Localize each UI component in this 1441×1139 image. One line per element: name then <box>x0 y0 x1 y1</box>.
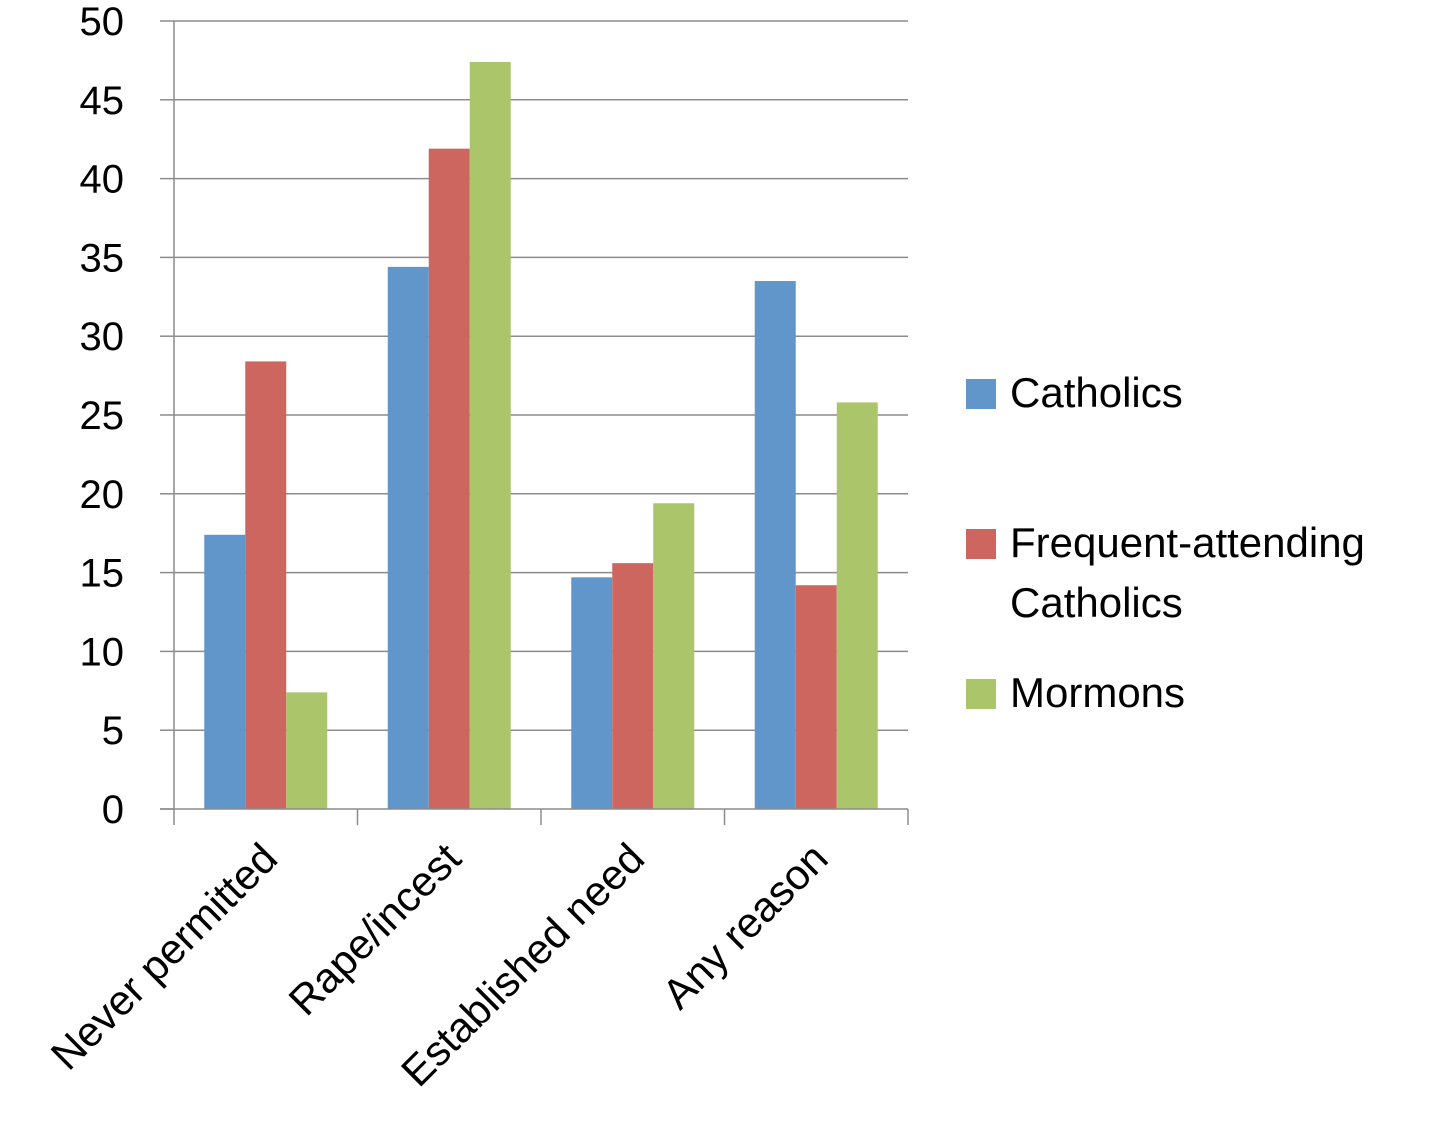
y-tick-label: 15 <box>80 552 125 596</box>
bar-frequent-attending-catholics-2 <box>612 563 654 809</box>
bar-frequent-attending-catholics-1 <box>428 148 470 809</box>
bar-mormons-3 <box>836 402 878 809</box>
y-tick-label: 5 <box>102 709 124 753</box>
legend-swatch-mormons <box>966 679 996 709</box>
y-tick-label: 25 <box>80 394 125 438</box>
y-tick-label: 35 <box>80 236 125 280</box>
x-tick-label: Never permitted <box>42 834 287 1079</box>
x-tick-label: Rape/incest <box>280 834 470 1024</box>
axes <box>160 20 909 825</box>
legend-item-mormons: Mormons <box>966 663 1185 723</box>
legend-item-frequent-attending-catholics: Frequent-attending Catholics <box>966 513 1441 633</box>
bar-mormons-1 <box>469 61 511 809</box>
bar-catholics-2 <box>571 577 613 809</box>
bar-mormons-2 <box>653 503 695 809</box>
legend-label: Catholics <box>1010 369 1183 416</box>
y-tick-label: 50 <box>80 0 125 44</box>
x-tick-label: Any reason <box>653 834 836 1017</box>
bar-catholics-0 <box>204 534 246 809</box>
legend-swatch-catholics <box>966 379 996 409</box>
bar-catholics-3 <box>754 281 796 809</box>
legend-label: Frequent-attending Catholics <box>1010 519 1365 626</box>
legend-label: Mormons <box>1010 669 1186 716</box>
legend-item-catholics: Catholics <box>966 363 1183 423</box>
bar-frequent-attending-catholics-3 <box>795 585 837 809</box>
y-tick-label: 10 <box>80 630 125 674</box>
y-tick-label: 30 <box>80 315 125 359</box>
bars <box>204 61 878 810</box>
bar-catholics-1 <box>387 266 429 810</box>
y-tick-label: 40 <box>80 158 125 202</box>
y-tick-label: 45 <box>80 79 125 123</box>
y-tick-label: 20 <box>80 473 125 517</box>
y-tick-labels: 0 5 10 15 20 25 30 35 40 45 50 <box>80 0 125 832</box>
bar-mormons-0 <box>286 692 328 809</box>
legend-swatch-frequent-attending-catholics <box>966 529 996 559</box>
gridlines <box>174 20 908 731</box>
y-tick-label: 0 <box>102 788 124 832</box>
bar-frequent-attending-catholics-0 <box>245 361 287 809</box>
